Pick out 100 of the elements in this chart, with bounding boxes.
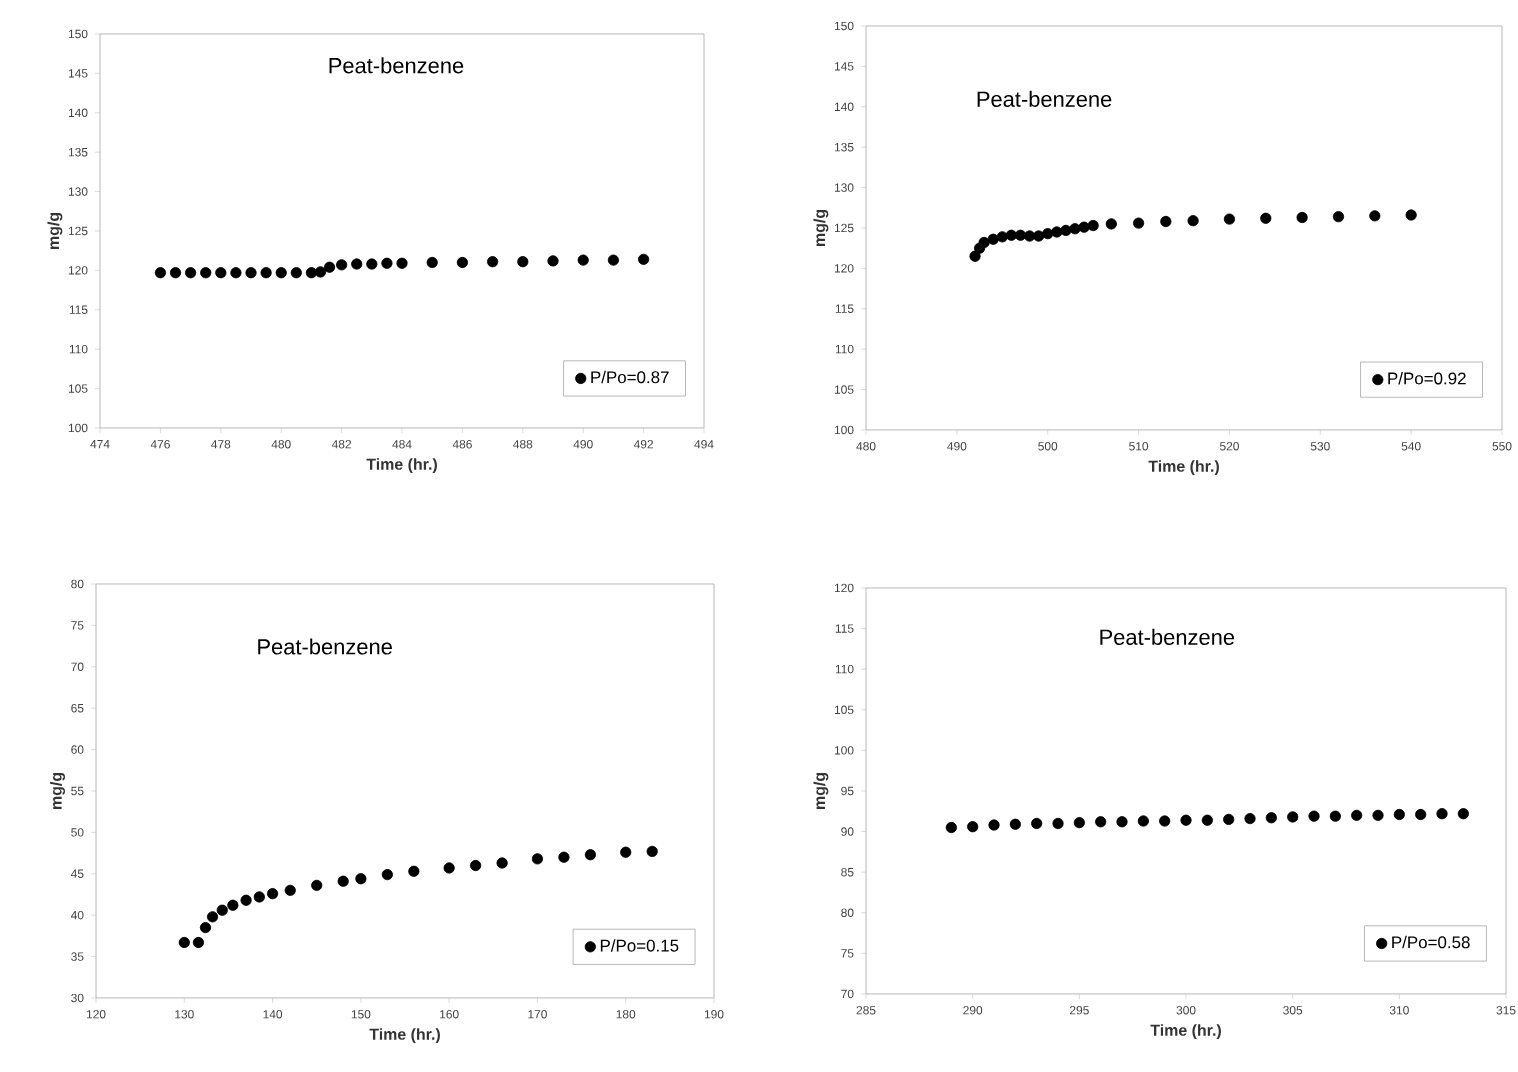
point xyxy=(531,853,544,865)
point xyxy=(456,256,469,269)
point xyxy=(1436,808,1448,820)
point xyxy=(311,879,323,891)
point xyxy=(967,821,979,833)
point xyxy=(206,911,219,923)
point xyxy=(969,250,981,262)
point xyxy=(487,256,499,268)
text: Peat-benzene xyxy=(977,90,1112,107)
point xyxy=(1265,812,1277,824)
point xyxy=(496,857,508,869)
point xyxy=(443,862,455,874)
point xyxy=(215,267,227,279)
point xyxy=(638,253,650,265)
point xyxy=(1033,230,1045,242)
point xyxy=(1393,808,1405,821)
point xyxy=(1296,211,1308,224)
point xyxy=(1351,809,1363,821)
point xyxy=(169,267,182,279)
point xyxy=(253,891,265,903)
point xyxy=(1014,229,1027,241)
point xyxy=(1180,814,1192,826)
point xyxy=(381,869,393,881)
point xyxy=(1369,210,1381,222)
point xyxy=(216,904,228,916)
point xyxy=(245,267,257,279)
point xyxy=(1287,811,1299,823)
point xyxy=(178,936,190,949)
point xyxy=(1405,209,1417,221)
point xyxy=(1095,816,1107,828)
point xyxy=(1069,223,1081,235)
point xyxy=(1087,219,1099,232)
point xyxy=(1332,211,1345,223)
point xyxy=(1116,816,1128,828)
point xyxy=(1223,813,1235,825)
point xyxy=(1051,226,1063,238)
point xyxy=(314,266,327,278)
point xyxy=(366,258,378,270)
point xyxy=(284,884,296,896)
point xyxy=(978,236,990,249)
text: Peat-benzene xyxy=(258,638,392,655)
legend-label: P/Po=0.92 xyxy=(1388,371,1466,385)
point xyxy=(1137,815,1149,827)
point xyxy=(230,267,242,279)
point xyxy=(470,859,482,872)
point xyxy=(1201,814,1213,826)
point xyxy=(337,875,349,887)
point xyxy=(1260,212,1272,224)
point xyxy=(996,231,1008,243)
point xyxy=(558,851,570,863)
point xyxy=(1187,215,1199,227)
legend-label: P/Po=0.15 xyxy=(600,939,679,952)
point xyxy=(1073,817,1085,829)
point xyxy=(584,849,597,861)
point xyxy=(988,819,1000,831)
text: Peat-benzene xyxy=(1100,628,1235,645)
point xyxy=(1078,221,1090,233)
point xyxy=(1023,230,1036,242)
point xyxy=(351,258,363,270)
point xyxy=(620,846,632,858)
point xyxy=(1009,818,1021,830)
point xyxy=(1052,817,1064,830)
point xyxy=(1457,808,1469,820)
point xyxy=(547,255,559,267)
point xyxy=(275,267,287,279)
point xyxy=(192,936,205,949)
point xyxy=(305,267,318,279)
point xyxy=(1329,810,1341,822)
point xyxy=(607,254,620,266)
point xyxy=(1031,817,1043,830)
point xyxy=(290,267,302,279)
point xyxy=(1005,229,1017,241)
point xyxy=(1372,809,1384,821)
point xyxy=(336,259,348,271)
point xyxy=(408,865,420,877)
point xyxy=(426,256,438,269)
point xyxy=(1105,218,1117,230)
point xyxy=(1159,815,1171,827)
point xyxy=(200,267,212,279)
point xyxy=(1415,808,1427,821)
point xyxy=(577,254,589,266)
point xyxy=(945,821,957,834)
point xyxy=(185,267,197,279)
point xyxy=(517,256,529,268)
point xyxy=(1223,213,1236,225)
point xyxy=(396,257,408,269)
point xyxy=(227,899,239,911)
point xyxy=(355,873,367,885)
point xyxy=(199,921,212,934)
legend-label: P/Po=0.87 xyxy=(591,370,669,384)
point xyxy=(1132,217,1145,229)
point xyxy=(1244,812,1256,825)
point xyxy=(381,257,393,269)
point xyxy=(987,233,999,245)
point xyxy=(323,261,336,273)
point xyxy=(1160,215,1172,228)
point xyxy=(1042,228,1054,240)
point xyxy=(1308,810,1320,822)
point xyxy=(154,267,167,279)
point xyxy=(1060,224,1072,236)
